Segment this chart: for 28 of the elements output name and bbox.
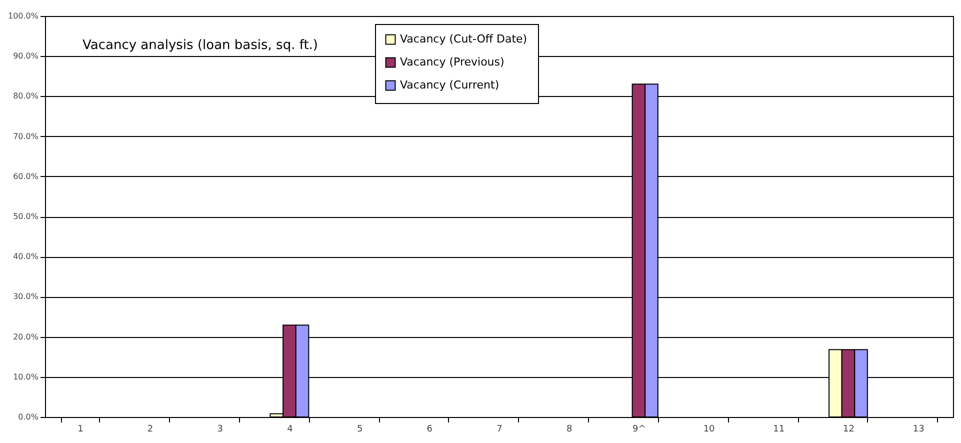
- y-tick-label: 0.0%: [18, 412, 39, 422]
- x-tick-label: 1: [78, 424, 84, 434]
- y-tick-label: 50.0%: [13, 212, 39, 221]
- x-tick-label: 9^: [632, 424, 646, 434]
- x-tick-label: 11: [773, 424, 785, 434]
- y-tick-label: 90.0%: [13, 52, 39, 61]
- legend-label: Vacancy (Cut-Off Date): [400, 32, 528, 46]
- legend-label: Vacancy (Previous): [400, 56, 504, 68]
- x-tick-label: 12: [843, 424, 854, 434]
- text: Vacancy analysis (loan basis, sq. ft.): [82, 38, 318, 53]
- x-tick-label: 7: [496, 424, 502, 434]
- y-tick-label: 80.0%: [13, 92, 39, 101]
- y-tick-label: 40.0%: [13, 252, 39, 262]
- y-tick-label: 20.0%: [13, 332, 39, 342]
- y-tick-label: 60.0%: [13, 172, 39, 181]
- x-tick-label: 4: [287, 424, 294, 434]
- x-tick-label: 2: [147, 424, 154, 434]
- x-tick-label: 6: [426, 424, 433, 434]
- x-tick-label: 8: [566, 424, 572, 434]
- legend-label: Vacancy (Current): [400, 78, 500, 92]
- x-tick-label: 5: [356, 424, 363, 434]
- x-tick-label: 3: [217, 424, 223, 434]
- y-tick-label: 70.0%: [13, 132, 39, 141]
- y-tick-label: 30.0%: [13, 292, 39, 302]
- x-tick-label: 10: [703, 424, 716, 434]
- y-tick-label: 10.0%: [13, 372, 39, 382]
- y-tick-label: 100.0%: [8, 12, 39, 20]
- x-tick-label: 13: [912, 424, 924, 434]
